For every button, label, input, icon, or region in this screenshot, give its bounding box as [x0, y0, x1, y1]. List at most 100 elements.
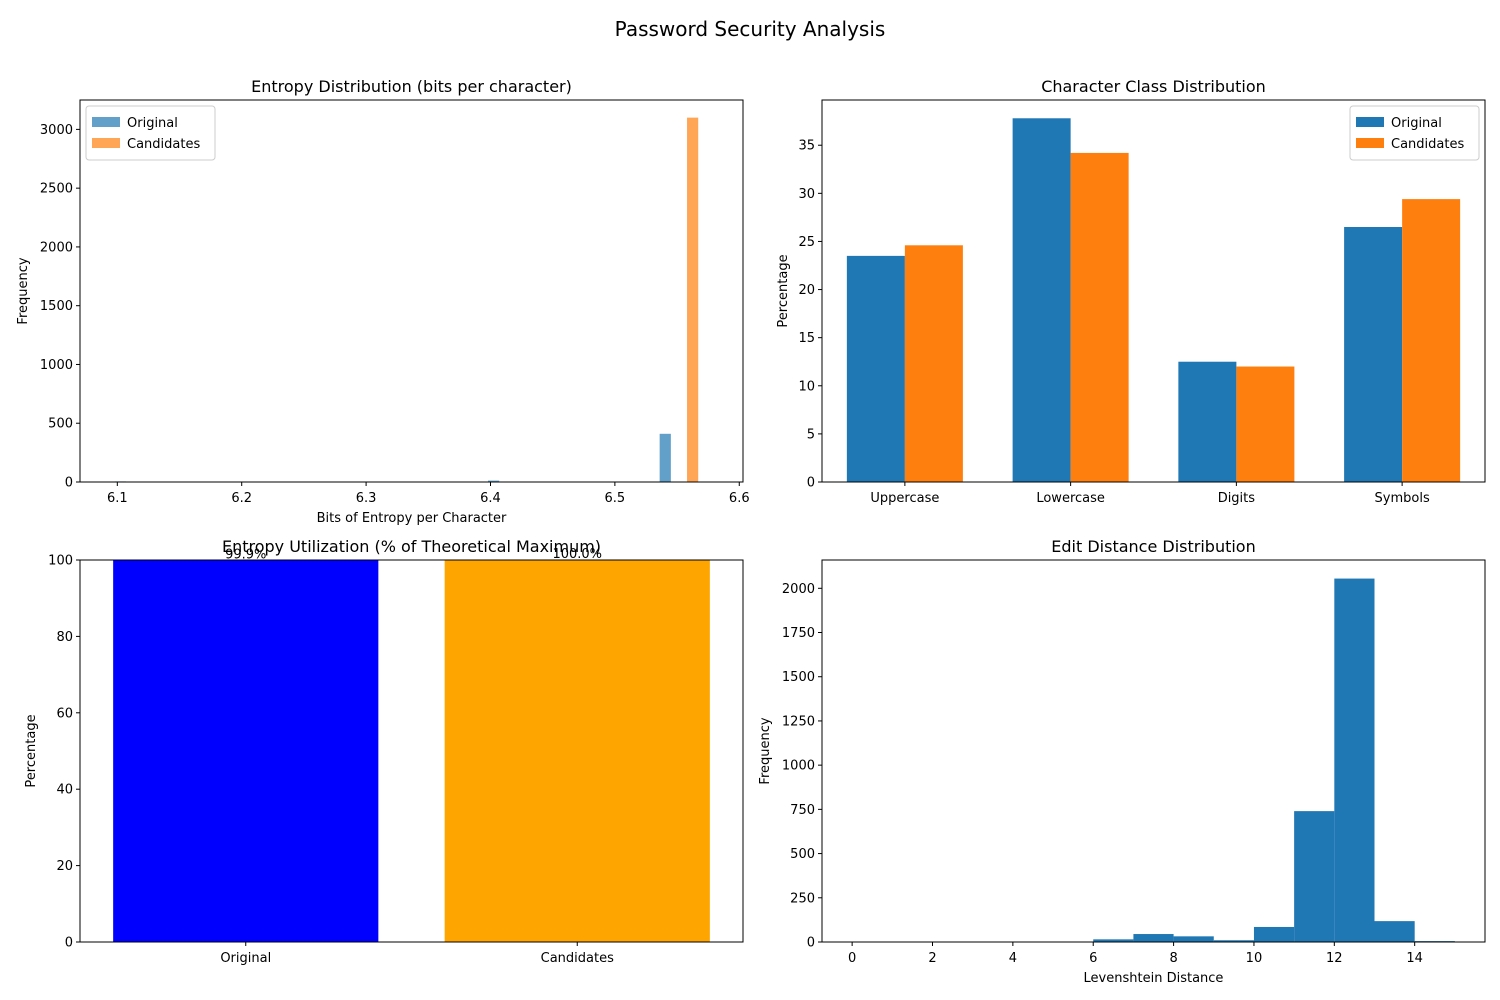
class-y-tick-label: 10 — [798, 379, 815, 394]
class-bar-candidates-digits — [1236, 366, 1295, 482]
entropy-x-axis-label: Bits of Entropy per Character — [317, 511, 507, 526]
edit-distance-y-axis-label: Frequency — [758, 717, 773, 784]
edit-x-tick-label: 8 — [1169, 951, 1177, 966]
entropy-hist-bar-original — [488, 480, 500, 482]
entropy-y-tick-label: 1500 — [40, 299, 73, 314]
class-y-tick-label: 25 — [798, 235, 815, 250]
edit-hist-bar — [1213, 940, 1254, 942]
edit-x-tick-label: 10 — [1246, 951, 1263, 966]
utilization-axes-frame — [79, 559, 744, 943]
class-bar-candidates-uppercase — [904, 245, 963, 482]
class-bar-candidates-symbols — [1402, 199, 1461, 482]
class-legend-label: Original — [1391, 116, 1442, 131]
entropy-hist-bar-candidates — [687, 117, 699, 482]
edit-y-tick-label: 1250 — [782, 714, 815, 729]
entropy-utilization-y-axis-label: Percentage — [24, 714, 39, 787]
entropy-distribution-title: Entropy Distribution (bits per character… — [251, 77, 572, 96]
class-y-tick-label: 35 — [798, 139, 815, 154]
entropy-legend-swatch — [92, 117, 120, 127]
utilization-y-tick-label: 0 — [65, 936, 73, 951]
edit-hist-bar — [1294, 811, 1335, 942]
class-y-tick-label: 20 — [798, 283, 815, 298]
edit-axes-frame — [821, 559, 1486, 943]
class-y-tick-label: 15 — [798, 331, 815, 346]
entropy-axes-frame — [79, 99, 744, 483]
entropy-y-tick-label: 2500 — [40, 182, 73, 197]
class-legend-label: Candidates — [1391, 137, 1464, 152]
edit-x-tick-label: 6 — [1089, 951, 1097, 966]
class-y-tick-label: 0 — [807, 476, 815, 491]
edit-x-tick-label: 0 — [848, 951, 856, 966]
class-x-tick-label: Symbols — [1375, 491, 1430, 506]
entropy-y-tick-label: 2000 — [40, 240, 73, 255]
class-axes-frame — [821, 99, 1486, 483]
edit-hist-bar — [1093, 939, 1134, 942]
utilization-value-label: 100.0% — [552, 547, 602, 562]
edit-x-tick-label: 14 — [1406, 951, 1423, 966]
class-bar-original-digits — [1178, 361, 1237, 482]
class-bar-original-uppercase — [846, 255, 905, 482]
edit-hist-bar — [1374, 921, 1415, 942]
edit-y-tick-label: 750 — [790, 803, 815, 818]
entropy-utilization-panel: Entropy Utilization (% of Theoretical Ma… — [24, 537, 744, 966]
edit-x-tick-label: 12 — [1326, 951, 1343, 966]
class-bar-original-lowercase — [1012, 118, 1071, 483]
class-legend-swatch — [1356, 117, 1384, 127]
edit-hist-bar — [1133, 934, 1174, 942]
entropy-y-tick-label: 1000 — [40, 358, 73, 373]
entropy-y-tick-label: 3000 — [40, 123, 73, 138]
utilization-y-tick-label: 40 — [56, 783, 73, 798]
utilization-y-tick-label: 60 — [56, 706, 73, 721]
entropy-utilization-title: Entropy Utilization (% of Theoretical Ma… — [222, 537, 601, 556]
entropy-distribution-panel: Entropy Distribution (bits per character… — [16, 77, 750, 526]
edit-y-tick-label: 500 — [790, 847, 815, 862]
class-legend-swatch — [1356, 138, 1384, 148]
edit-y-tick-label: 1500 — [782, 670, 815, 685]
utilization-bar-candidates — [444, 560, 710, 942]
character-class-title: Character Class Distribution — [1041, 77, 1266, 96]
edit-y-tick-label: 0 — [807, 936, 815, 951]
edit-x-tick-label: 2 — [928, 951, 936, 966]
entropy-x-tick-label: 6.1 — [107, 491, 128, 506]
class-y-tick-label: 30 — [798, 187, 815, 202]
edit-hist-bar — [1173, 936, 1214, 942]
edit-y-tick-label: 1000 — [782, 759, 815, 774]
edit-y-tick-label: 250 — [790, 891, 815, 906]
class-x-tick-label: Lowercase — [1036, 491, 1105, 506]
entropy-legend-label: Candidates — [127, 137, 200, 152]
edit-y-tick-label: 2000 — [782, 582, 815, 597]
figure-suptitle: Password Security Analysis — [615, 17, 886, 41]
utilization-y-tick-label: 80 — [56, 630, 73, 645]
entropy-hist-bar-original — [659, 433, 671, 482]
edit-distance-x-axis-label: Levenshtein Distance — [1084, 971, 1224, 986]
utilization-value-label: 99.9% — [225, 547, 266, 562]
utilization-bar-original — [113, 560, 379, 942]
entropy-x-tick-label: 6.5 — [605, 491, 626, 506]
entropy-y-tick-label: 0 — [65, 476, 73, 491]
entropy-legend-swatch — [92, 138, 120, 148]
edit-distance-title: Edit Distance Distribution — [1051, 537, 1255, 556]
utilization-y-tick-label: 100 — [48, 554, 73, 569]
entropy-y-axis-label: Frequency — [16, 257, 31, 324]
class-bar-original-symbols — [1344, 227, 1403, 482]
entropy-legend-label: Original — [127, 116, 178, 131]
edit-distance-panel: Edit Distance Distribution Levenshtein D… — [758, 537, 1486, 986]
edit-hist-bar — [1253, 926, 1295, 942]
class-bar-candidates-lowercase — [1070, 152, 1129, 482]
entropy-x-tick-label: 6.4 — [480, 491, 501, 506]
character-class-y-axis-label: Percentage — [776, 254, 791, 327]
entropy-x-tick-label: 6.6 — [729, 491, 750, 506]
class-y-tick-label: 5 — [807, 427, 815, 442]
utilization-y-tick-label: 20 — [56, 859, 73, 874]
entropy-x-tick-label: 6.3 — [356, 491, 377, 506]
entropy-y-tick-label: 500 — [48, 417, 73, 432]
class-x-tick-label: Uppercase — [870, 491, 939, 506]
utilization-x-tick-label: Candidates — [541, 951, 614, 966]
edit-x-tick-label: 4 — [1009, 951, 1017, 966]
character-class-panel: Character Class Distribution Percentage … — [776, 77, 1486, 506]
utilization-x-tick-label: Original — [220, 951, 271, 966]
edit-y-tick-label: 1750 — [782, 626, 815, 641]
class-x-tick-label: Digits — [1218, 491, 1256, 506]
edit-hist-bar — [1334, 578, 1375, 942]
